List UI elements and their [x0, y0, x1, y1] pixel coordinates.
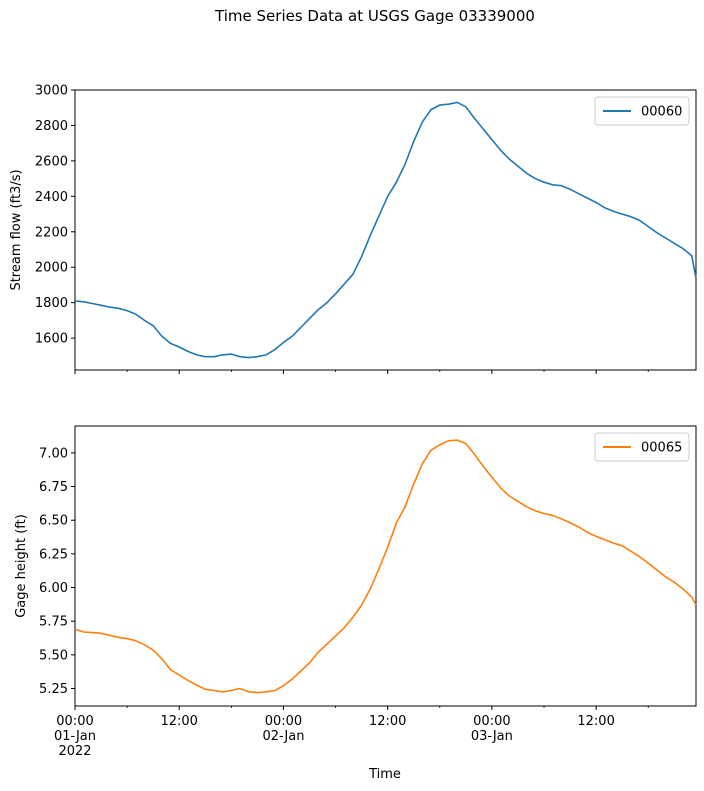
y-tick-label: 6.25 — [39, 547, 68, 562]
y-tick-label: 7.00 — [39, 446, 68, 461]
y-tick-label: 2000 — [35, 261, 68, 276]
y-tick-label: 6.00 — [39, 581, 68, 596]
series-line-00065 — [74, 439, 697, 694]
plot-area-2 — [74, 425, 697, 707]
y-tick-label: 6.50 — [39, 514, 68, 529]
y-tick-label: 3000 — [35, 84, 68, 99]
x-axis-label: Time — [368, 767, 401, 782]
legend-box — [594, 96, 690, 126]
y-axis-label: Stream flow (ft3/s) — [9, 169, 24, 290]
x-tick-label: 00:00 — [56, 714, 93, 729]
x-tick-label: 00:00 — [265, 714, 302, 729]
y-axis-label: Gage height (ft) — [14, 514, 29, 618]
y-tick-label: 5.25 — [39, 682, 68, 697]
y-tick-label: 2600 — [35, 154, 68, 169]
x-tick-label: 01-Jan — [54, 729, 96, 744]
x-tick-label: 12:00 — [369, 714, 406, 729]
x-tick-label: 00:00 — [473, 714, 510, 729]
y-tick-label: 6.75 — [39, 480, 68, 495]
x-tick-label: 2022 — [58, 744, 91, 759]
y-tick-label: 2400 — [35, 190, 68, 205]
series-line-00060 — [74, 101, 697, 359]
x-tick-label: 12:00 — [577, 714, 614, 729]
y-tick-label: 2800 — [35, 119, 68, 134]
legend-box — [594, 432, 690, 462]
legend-label: 00065 — [641, 441, 682, 456]
plot-area-1 — [74, 89, 697, 371]
y-tick-label: 5.50 — [39, 648, 68, 663]
y-tick-label: 5.75 — [39, 615, 68, 630]
chart-title: Time Series Data at USGS Gage 03339000 — [214, 7, 535, 25]
y-tick-label: 2200 — [35, 225, 68, 240]
x-tick-label: 12:00 — [160, 714, 197, 729]
x-tick-label: 03-Jan — [471, 729, 513, 744]
x-tick-label: 02-Jan — [262, 729, 304, 744]
y-tick-label: 1800 — [35, 296, 68, 311]
legend-label: 00060 — [641, 105, 682, 120]
y-tick-label: 1600 — [35, 332, 68, 347]
